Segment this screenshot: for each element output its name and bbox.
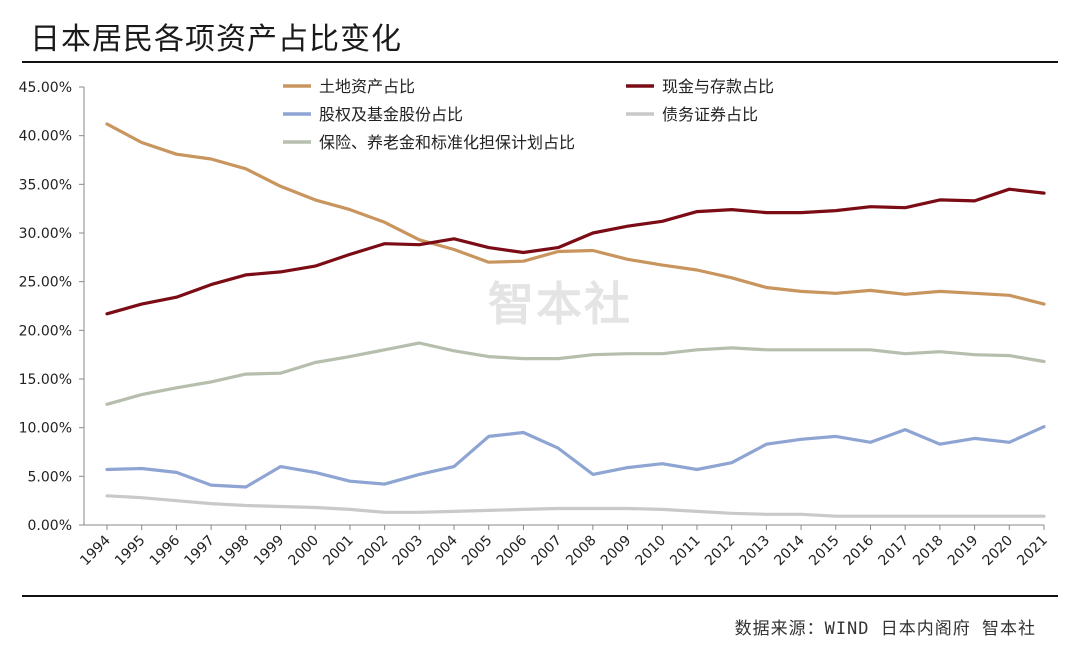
- y-tick-label: 35.00%: [19, 177, 72, 193]
- x-tick-label: 2011: [667, 533, 704, 570]
- x-tick-label: 2015: [806, 533, 843, 570]
- series-line-3: [105, 494, 1046, 518]
- y-tick-label: 45.00%: [19, 80, 72, 96]
- watermark-text: 智本社: [488, 277, 632, 331]
- x-tick-label: 2016: [841, 532, 878, 569]
- x-tick-label: 2013: [737, 533, 774, 570]
- legend-label: 股权及基金股份占比: [319, 105, 463, 124]
- legend-label: 债务证券占比: [662, 105, 758, 124]
- series-line-1: [105, 187, 1046, 316]
- x-tick-label: 2003: [390, 533, 427, 570]
- legend-label: 现金与存款占比: [662, 77, 774, 96]
- x-tick-label: 1997: [181, 533, 218, 570]
- y-tick-label: 15.00%: [19, 372, 72, 388]
- line-chart: 0.00% 5.00% 10.00% 15.00% 20.00% 25.00% 30.00%…: [19, 77, 1051, 570]
- x-tick-label: 2009: [598, 533, 635, 570]
- x-tick-label: 1999: [251, 533, 288, 570]
- x-tick-label: 2019: [945, 533, 982, 570]
- x-tick-label: 2007: [528, 533, 565, 570]
- chart-lines: [105, 122, 1046, 518]
- legend-label: 土地资产占比: [319, 77, 415, 96]
- x-tick-label: 1995: [112, 533, 149, 570]
- x-tick-label: 2010: [633, 533, 670, 570]
- x-tick-label: 2004: [424, 532, 461, 569]
- footer-divider: [22, 595, 1058, 597]
- x-tick-label: 2006: [494, 532, 531, 569]
- y-tick-label: 25.00%: [19, 275, 72, 291]
- x-tick-label: 2012: [702, 533, 739, 570]
- x-tick-label: 2001: [320, 533, 357, 570]
- series-line-0: [105, 122, 1046, 306]
- source-note: 数据来源：WIND 日本内阁府 智本社: [734, 619, 1036, 639]
- y-tick-label: 20.00%: [19, 323, 72, 339]
- legend-label: 保险、养老金和标准化担保计划占比: [319, 133, 575, 152]
- chart-title: 日本居民各项资产占比变化: [30, 22, 402, 57]
- y-tick-label: 30.00%: [19, 226, 72, 242]
- y-tick-label: 0.00%: [28, 518, 72, 534]
- title-divider: [22, 61, 1058, 63]
- x-tick-label: 2005: [459, 533, 496, 570]
- x-tick-label: 2008: [563, 533, 600, 570]
- x-tick-label: 2020: [980, 533, 1017, 570]
- x-tick-label: 2002: [355, 533, 392, 570]
- y-tick-label: 5.00%: [28, 469, 72, 485]
- x-tick-label: 1996: [147, 532, 184, 569]
- y-tick-label: 10.00%: [19, 421, 72, 437]
- x-tick-label: 2021: [1014, 533, 1051, 570]
- x-tick-label: 2018: [910, 533, 947, 570]
- series-line-4: [105, 341, 1046, 406]
- x-tick-label: 1994: [77, 532, 114, 569]
- x-tick-label: 2000: [286, 533, 323, 570]
- series-line-2: [105, 425, 1046, 489]
- y-tick-label: 40.00%: [19, 129, 72, 145]
- x-tick-label: 2017: [875, 533, 912, 570]
- x-tick-label: 1998: [216, 533, 253, 570]
- x-tick-label: 2014: [771, 532, 808, 569]
